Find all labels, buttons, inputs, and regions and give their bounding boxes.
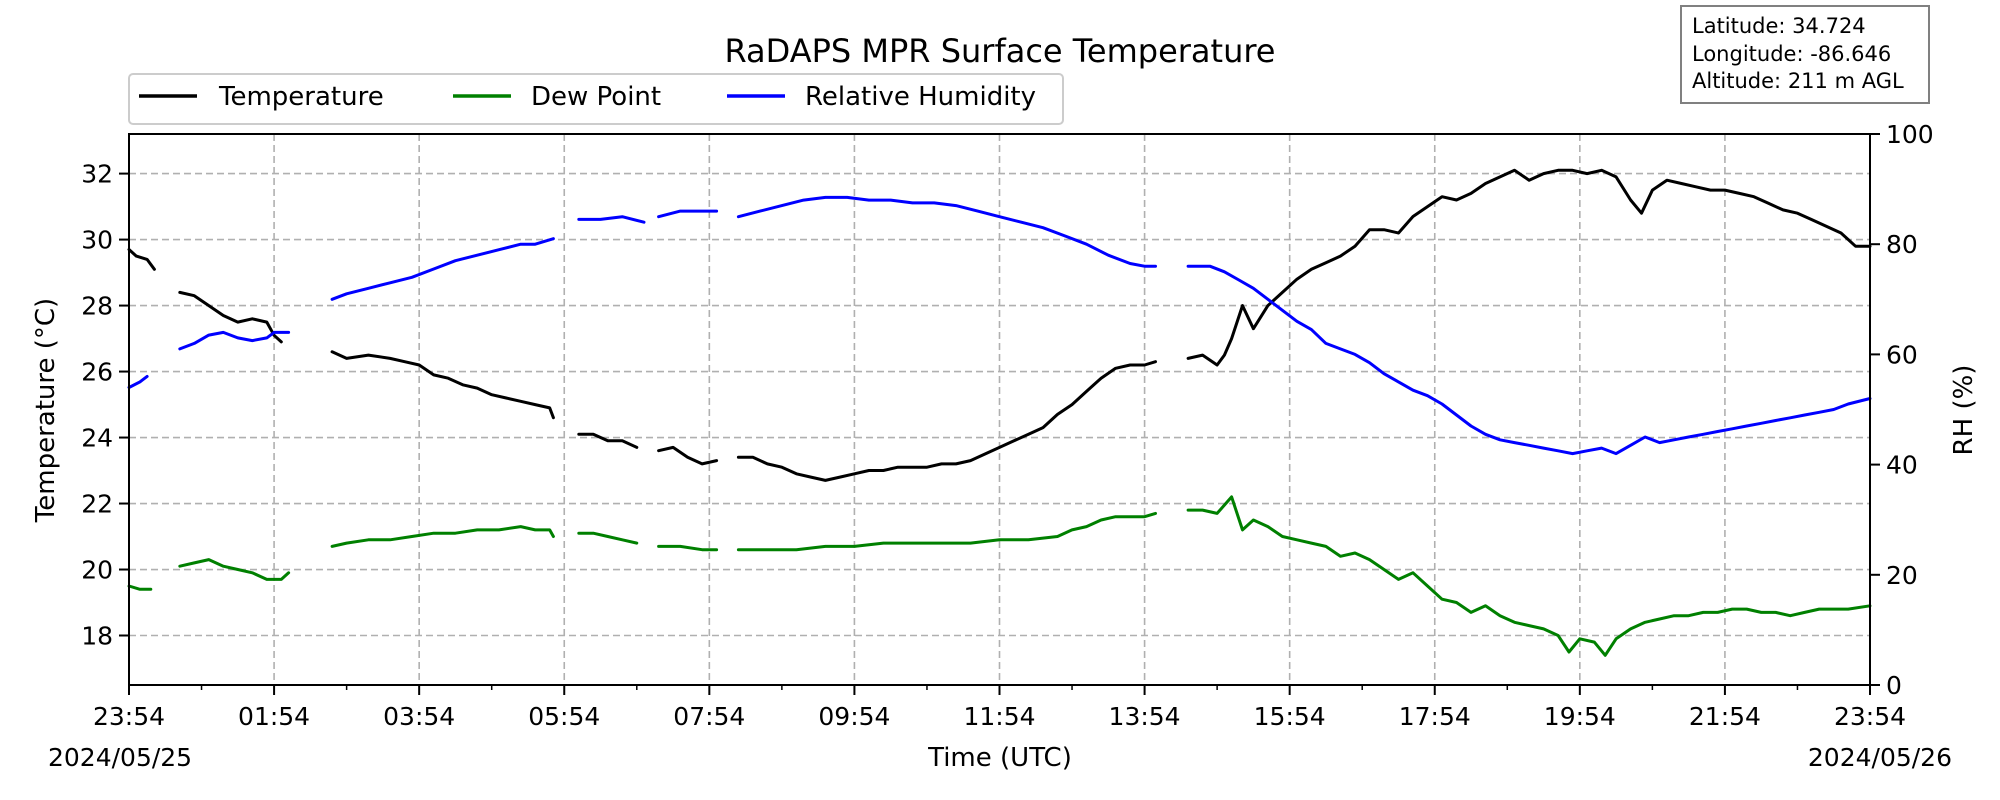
series-line-relative-humidity [127, 374, 149, 389]
series-line-temperature [1186, 168, 1872, 367]
y2-tick-label: 20 [1886, 561, 1918, 590]
series-line-dew-point [1186, 495, 1872, 657]
series-line-dew-point [127, 584, 153, 591]
y2-tick-label: 0 [1886, 671, 1902, 700]
series-line-temperature [330, 350, 555, 420]
series-line-relative-humidity [657, 209, 719, 219]
x-tick-label: 23:54 [93, 702, 165, 731]
series-line-relative-humidity [736, 195, 1157, 268]
y-axis-right: 0 20 40 60 80 100 [1870, 120, 1934, 700]
x-tick-label: 05:54 [528, 702, 600, 731]
series-line-temperature [127, 248, 156, 271]
series-line-dew-point [577, 531, 639, 545]
y-tick-label: 28 [81, 292, 113, 321]
x-tick-label: 11:54 [963, 702, 1035, 731]
series-line-temperature [577, 432, 639, 449]
series-line-dew-point [178, 558, 291, 581]
location-info-box: Latitude: 34.724 Longitude: -86.646 Alti… [1680, 5, 1930, 104]
y-tick-label: 24 [81, 424, 113, 453]
x-tick-label: 19:54 [1544, 702, 1616, 731]
series-line-temperature [736, 360, 1157, 482]
y-tick-label: 26 [81, 358, 113, 387]
y-tick-label: 30 [81, 226, 113, 255]
x-tick-label: 09:54 [818, 702, 890, 731]
legend-label-relative-humidity: Relative Humidity [805, 82, 1036, 112]
series-line-relative-humidity [178, 330, 291, 351]
series-line-relative-humidity [577, 215, 646, 224]
x-tick-label: 17:54 [1399, 702, 1471, 731]
y2-tick-label: 100 [1886, 120, 1934, 149]
y-tick-label: 20 [81, 556, 113, 585]
x-axis: 23:54 01:54 03:54 05:54 07:54 09:54 11:54 13:54… [93, 685, 1906, 731]
y-axis-label: Temperature (°C) [31, 298, 61, 523]
y-tick-label: 18 [81, 622, 113, 651]
series-layer [127, 168, 1872, 657]
x-tick-label: 23:54 [1834, 702, 1906, 731]
y-tick-label: 22 [81, 490, 113, 519]
y-tick-label: 32 [81, 160, 113, 189]
legend-label-temperature: Temperature [218, 82, 384, 112]
legend: Temperature Dew Point Relative Humidity [128, 73, 1064, 125]
y2-tick-label: 80 [1886, 230, 1918, 259]
info-box-frame [1680, 5, 1930, 104]
legend-label-dew-point: Dew Point [531, 82, 661, 112]
series-line-temperature [178, 290, 283, 344]
x-tick-label: 15:54 [1254, 702, 1326, 731]
info-altitude: Altitude: 211 m AGL [1692, 69, 1904, 93]
series-line-dew-point [657, 544, 719, 552]
x-tick-label: 01:54 [238, 702, 310, 731]
series-line-relative-humidity [330, 237, 555, 301]
series-line-dew-point [330, 525, 555, 548]
y2-tick-label: 40 [1886, 451, 1918, 480]
grid-lines [129, 134, 1870, 685]
x-tick-label: 07:54 [673, 702, 745, 731]
x-tick-label: 21:54 [1689, 702, 1761, 731]
series-line-dew-point [736, 511, 1157, 552]
series-line-temperature [657, 445, 719, 466]
y-axis-left: 18 20 22 24 26 28 30 32 [81, 160, 129, 651]
legend-box [128, 73, 1064, 125]
info-latitude: Latitude: 34.724 [1692, 14, 1866, 38]
x-tick-label: 03:54 [383, 702, 455, 731]
y2-axis-label: RH (%) [1949, 365, 1979, 456]
x-tick-label: 13:54 [1109, 702, 1181, 731]
info-longitude: Longitude: -86.646 [1692, 42, 1891, 66]
chart-title: RaDAPS MPR Surface Temperature [725, 32, 1276, 70]
date-end-label: 2024/05/26 [1808, 743, 1952, 772]
series-line-relative-humidity [1186, 264, 1872, 456]
y2-tick-label: 60 [1886, 340, 1918, 369]
x-axis-label: Time (UTC) [927, 743, 1072, 773]
date-start-label: 2024/05/25 [48, 743, 192, 772]
